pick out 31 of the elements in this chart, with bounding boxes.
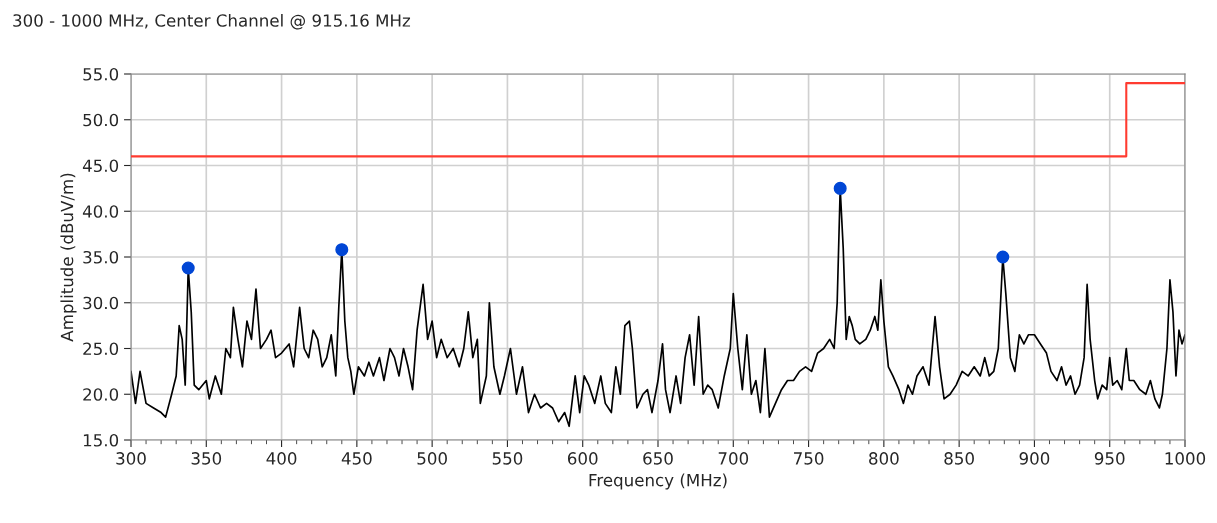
x-tick-label: 650 (643, 452, 673, 465)
x-tick-label: 350 (191, 452, 222, 465)
y-tick-label: 15.0 (83, 433, 119, 447)
y-tick-label: 30.0 (83, 296, 119, 310)
y-tick-label: 40.0 (82, 205, 119, 218)
x-tick-label: 800 (869, 452, 899, 465)
chart-title: 300 - 1000 MHz, Center Channel @ 915.16 MHz (13, 13, 411, 30)
x-tick-label: 550 (492, 452, 523, 465)
x-tick-label: 850 (944, 452, 974, 465)
x-tick-label: 600 (567, 452, 598, 465)
x-tick-label: 700 (718, 452, 749, 465)
y-tick-label: 35.0 (83, 250, 119, 264)
point (181, 261, 195, 275)
x-tick-label: 450 (341, 452, 372, 465)
x-tick-label: 500 (417, 452, 447, 465)
x-axis-title: Frequency (MHz) (589, 473, 727, 490)
x-tick-label: 1000 (1165, 452, 1206, 465)
y-tick-label: 20.0 (83, 388, 119, 401)
y-axis-title: Amplitude (dBuV/m) (60, 173, 77, 342)
point (335, 243, 349, 257)
y-tick-label: 45.0 (82, 159, 119, 173)
y-tick-label: 50.0 (83, 113, 119, 127)
y-tick-label: 25.0 (83, 342, 119, 356)
x-tick-label: 900 (1019, 452, 1050, 465)
x-tick-label: 400 (266, 452, 297, 465)
x-tick-label: 300 (116, 452, 146, 465)
y-tick-label: 55.0 (83, 67, 119, 81)
x-tick-label: 750 (794, 452, 824, 465)
point (833, 181, 847, 195)
point (996, 250, 1010, 264)
x-tick-label: 950 (1094, 452, 1125, 465)
